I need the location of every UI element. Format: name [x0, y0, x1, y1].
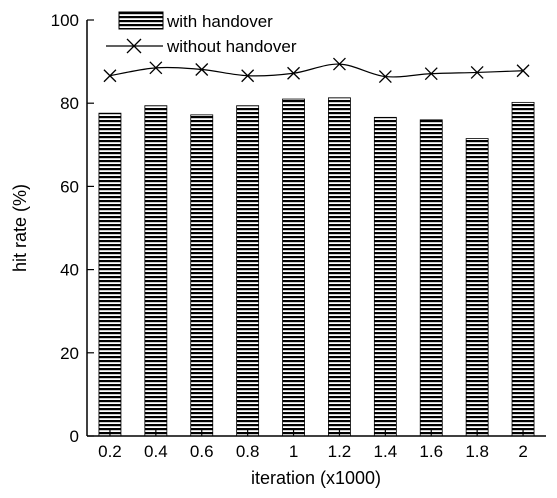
- y-ticks: 0 20 40 60 80 100: [51, 11, 94, 446]
- point-without-handover: [516, 64, 530, 78]
- legend-swatch-with-handover: [118, 11, 164, 30]
- bar-with-handover: [419, 119, 443, 437]
- x-ticks: 0.2 0.4 0.6 0.8 1 1.2 1.4 1.6 1.8 2: [98, 429, 528, 461]
- point-without-handover: [287, 66, 301, 80]
- x-tick-label: 1: [289, 442, 298, 461]
- x-tick-label: 0.2: [98, 442, 122, 461]
- y-tick-label: 80: [60, 94, 79, 113]
- point-without-handover: [103, 69, 117, 83]
- legend-label-with-handover: with handover: [166, 12, 273, 31]
- bar-with-handover: [328, 97, 351, 437]
- y-tick-label: 20: [60, 344, 79, 363]
- x-tick-label: 2: [518, 442, 527, 461]
- point-without-handover: [470, 65, 484, 79]
- x-tick-label: 0.8: [236, 442, 260, 461]
- bar-with-handover: [373, 116, 397, 437]
- bar-with-handover: [190, 114, 214, 437]
- line-layer: [103, 57, 530, 84]
- x-tick-label: 1.6: [419, 442, 443, 461]
- bars-layer: [98, 97, 535, 437]
- x-tick-label: 0.6: [190, 442, 214, 461]
- x-tick-label: 0.4: [144, 442, 168, 461]
- bar-with-handover: [282, 98, 305, 437]
- point-without-handover: [149, 61, 163, 75]
- series-line-without-handover: [109, 63, 524, 78]
- y-axis-title: hit rate (%): [10, 184, 30, 272]
- x-tick-label: 1.4: [374, 442, 398, 461]
- x-tick-label: 1.2: [328, 442, 352, 461]
- y-tick-label: 0: [70, 427, 79, 446]
- point-without-handover: [332, 57, 346, 71]
- bar-with-handover: [465, 138, 489, 437]
- y-tick-label: 60: [60, 177, 79, 196]
- bar-with-handover: [236, 105, 260, 437]
- point-without-handover: [241, 69, 255, 83]
- y-tick-label: 100: [51, 11, 79, 30]
- bar-with-handover: [511, 101, 535, 437]
- point-without-handover: [378, 70, 392, 84]
- y-tick-label: 40: [60, 261, 79, 280]
- legend: with handover without handover: [106, 11, 297, 56]
- bar-with-handover: [98, 112, 122, 437]
- x-axis-title: iteration (x1000): [251, 468, 381, 488]
- point-without-handover: [424, 67, 438, 81]
- x-tick-label: 1.8: [465, 442, 489, 461]
- point-without-handover: [195, 63, 209, 76]
- legend-label-without-handover: without handover: [166, 37, 297, 56]
- legend-x-marker: [126, 38, 142, 54]
- bar-with-handover: [144, 105, 168, 437]
